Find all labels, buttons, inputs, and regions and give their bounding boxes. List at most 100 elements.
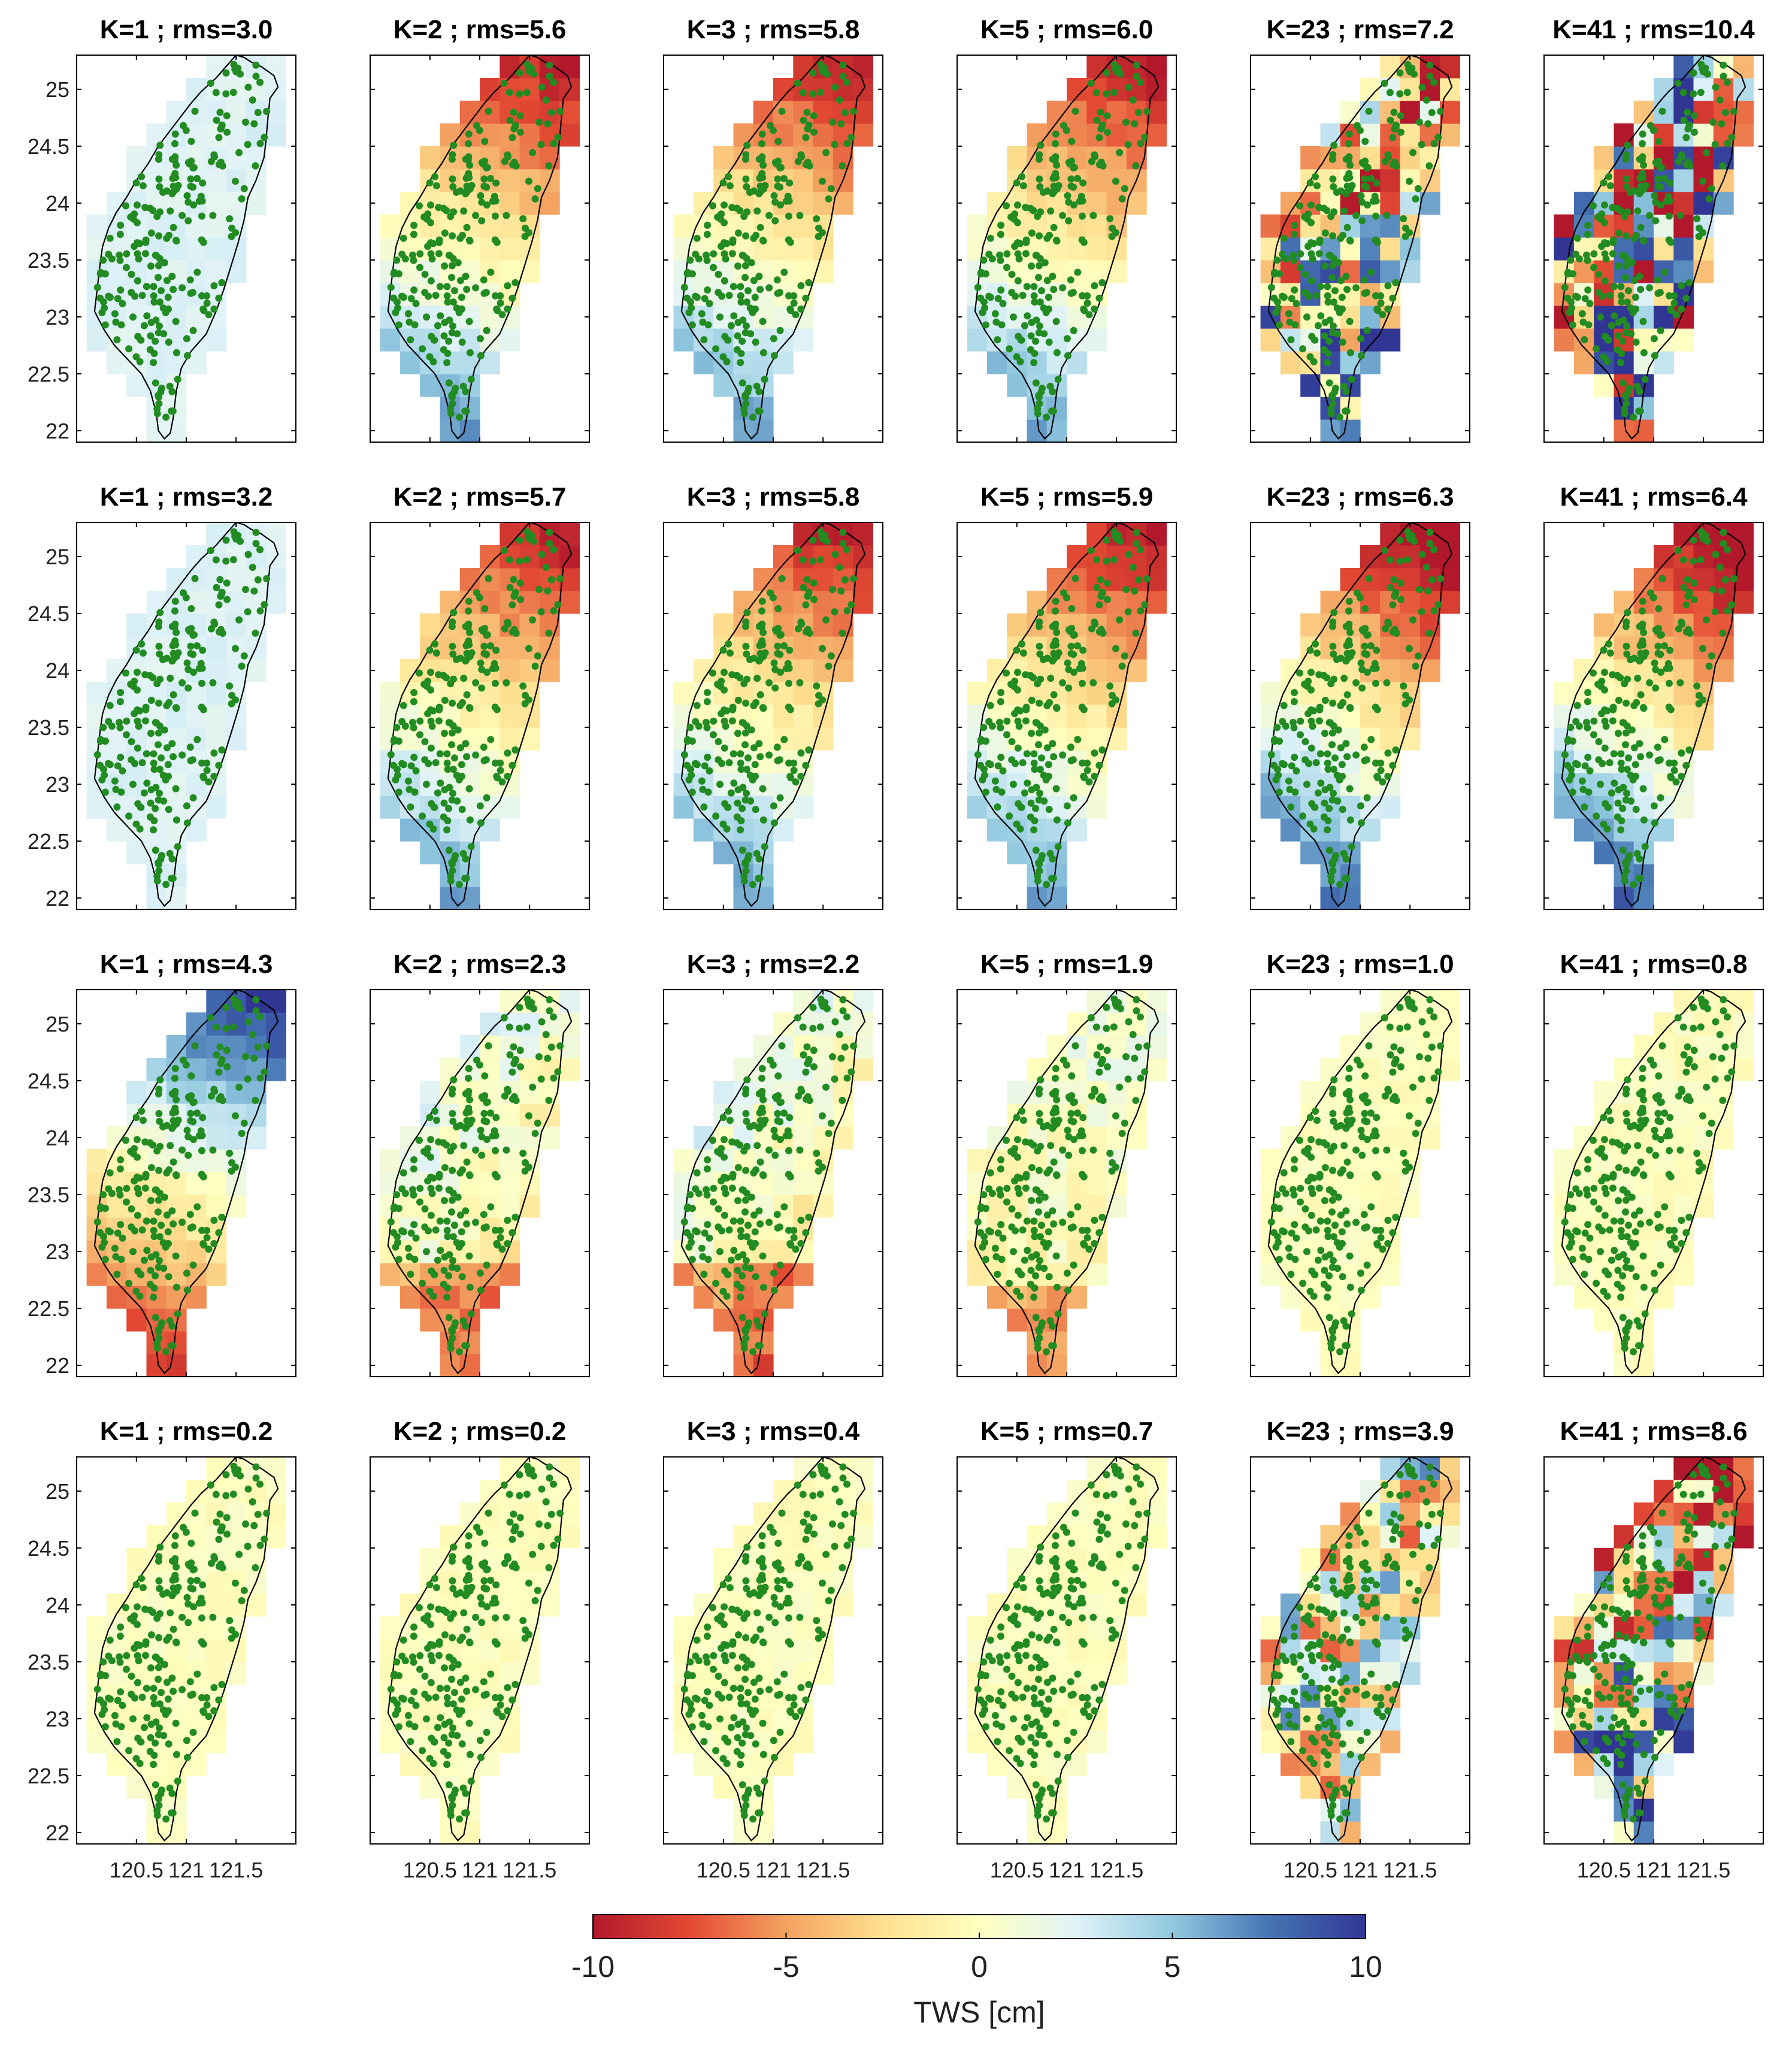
heatmap-cell	[206, 659, 227, 682]
station-dot	[432, 649, 440, 657]
station-dot	[529, 1083, 537, 1091]
heatmap-cell	[1554, 682, 1575, 705]
station-dot	[1720, 72, 1727, 80]
station-dot	[1040, 330, 1048, 338]
station-dot	[1137, 607, 1145, 615]
heatmap-cell	[500, 1126, 520, 1150]
station-dot	[1103, 112, 1111, 120]
station-dot	[437, 779, 444, 787]
station-dot	[1321, 799, 1328, 807]
station-dot	[1132, 162, 1140, 170]
station-dot	[982, 321, 989, 329]
station-dot	[1403, 89, 1411, 96]
heatmap-cell	[1380, 682, 1401, 705]
station-dot	[505, 556, 513, 564]
station-dot	[449, 766, 457, 773]
station-dot	[1036, 650, 1044, 658]
heatmap-cell	[500, 705, 520, 728]
station-dot	[153, 213, 161, 220]
station-dot	[472, 1146, 480, 1154]
station-dot	[1654, 743, 1661, 751]
heatmap-cell	[206, 328, 227, 352]
heatmap-cell	[1086, 169, 1107, 192]
station-dot	[256, 1013, 264, 1021]
station-dot	[171, 624, 178, 631]
station-dot	[511, 123, 519, 131]
heatmap-cell	[1400, 146, 1421, 170]
station-dot	[256, 1074, 264, 1082]
station-dot	[453, 772, 461, 779]
station-dot	[465, 1252, 473, 1260]
station-dot	[1691, 128, 1698, 136]
station-dot	[1721, 576, 1729, 583]
station-dot	[1365, 575, 1373, 582]
station-dot	[800, 116, 807, 124]
station-dot	[213, 1051, 220, 1059]
station-dot	[1022, 236, 1030, 244]
station-dot	[1133, 72, 1140, 80]
station-dot	[1085, 778, 1093, 786]
station-dot	[184, 684, 192, 692]
station-dot	[742, 232, 750, 240]
heatmap-cell	[500, 682, 520, 705]
station-dot	[1052, 641, 1060, 649]
station-dot	[223, 128, 231, 136]
station-dot	[1617, 750, 1625, 758]
station-dot	[1291, 788, 1299, 796]
station-dot	[1324, 766, 1332, 773]
station-dot	[1572, 718, 1580, 725]
station-dot	[843, 607, 851, 615]
station-dot	[1667, 774, 1675, 782]
station-dot	[1327, 872, 1335, 880]
station-dot	[480, 649, 488, 657]
station-dot	[1095, 161, 1103, 168]
station-dot	[1670, 767, 1678, 774]
station-dot	[1383, 211, 1391, 219]
station-dot	[727, 322, 735, 329]
station-dot	[1666, 212, 1673, 220]
heatmap-cell	[106, 260, 127, 283]
station-dot	[836, 96, 843, 104]
station-dot	[93, 283, 101, 291]
station-dot	[1331, 754, 1339, 762]
station-dot	[1628, 726, 1636, 734]
station-dot	[1377, 300, 1385, 307]
station-dot	[172, 641, 180, 649]
station-dot	[1651, 352, 1658, 359]
station-dot	[462, 273, 470, 280]
station-dot	[1035, 155, 1043, 163]
heatmap-cell	[226, 1012, 247, 1036]
station-dot	[787, 307, 795, 315]
station-dot	[1636, 855, 1643, 863]
station-dot	[755, 855, 763, 863]
station-dot	[992, 318, 1000, 326]
station-dot	[1068, 138, 1076, 145]
heatmap-cell	[399, 727, 420, 751]
heatmap-cell	[1146, 591, 1167, 614]
station-dot	[1091, 282, 1098, 289]
station-dot	[423, 313, 430, 321]
station-dot	[193, 1109, 201, 1117]
station-dot	[1374, 774, 1382, 782]
station-dot	[153, 405, 161, 413]
station-dot	[1690, 557, 1697, 565]
station-dot	[205, 1245, 213, 1253]
heatmap-cell	[166, 887, 187, 909]
station-dot	[1321, 262, 1328, 270]
station-dot	[1718, 120, 1726, 128]
station-dot	[463, 649, 471, 657]
station-dot	[803, 576, 811, 583]
heatmap-cell	[967, 682, 988, 705]
station-dot	[449, 860, 456, 868]
station-dot	[449, 699, 456, 707]
station-dot	[839, 72, 847, 80]
station-dot	[423, 781, 430, 788]
station-dot	[1085, 311, 1093, 319]
station-dot	[1137, 546, 1144, 554]
station-dot	[155, 1328, 162, 1335]
heatmap-cell	[226, 1126, 247, 1150]
station-dot	[1014, 744, 1022, 752]
heatmap-cell	[420, 146, 441, 170]
heatmap-cell	[106, 1195, 127, 1218]
station-dot	[1291, 754, 1298, 761]
